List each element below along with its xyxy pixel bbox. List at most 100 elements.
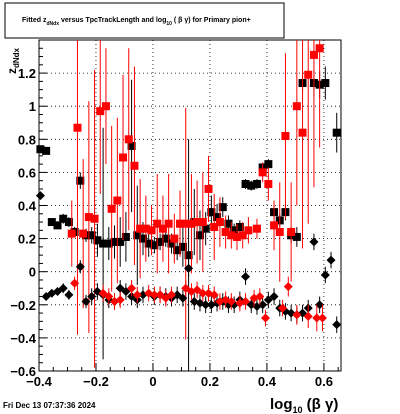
data-point — [241, 272, 251, 282]
data-point — [64, 290, 74, 300]
x-axis-title: log10 (β γ) — [270, 396, 338, 414]
data-point — [76, 176, 85, 185]
data-point — [233, 232, 242, 241]
data-point — [264, 160, 273, 169]
axis-ticks: −0.4 −0.2 0 0.2 0.4 0.6−0.6−0.4−0.200.20.40.6… — [10, 39, 339, 389]
data-point — [110, 237, 119, 246]
data-point — [155, 290, 165, 300]
data-point — [132, 290, 142, 300]
data-point — [164, 219, 173, 228]
data-point — [136, 224, 145, 233]
y-tick-label: 0.4 — [18, 199, 37, 214]
data-point — [70, 278, 80, 288]
data-point — [255, 292, 265, 302]
timestamp-footer: Fri Dec 13 07:37:36 2024 — [3, 401, 96, 410]
data-point — [150, 241, 159, 250]
data-point — [99, 239, 108, 248]
data-point — [167, 239, 176, 248]
data-point — [115, 283, 125, 293]
x-tick-label: 0.6 — [315, 374, 333, 389]
data-point — [53, 287, 63, 297]
data-series — [35, 40, 342, 371]
data-point — [184, 263, 194, 273]
data-point — [42, 146, 51, 155]
data-point — [133, 231, 142, 240]
data-point — [121, 287, 131, 297]
data-point — [119, 153, 128, 162]
data-point — [192, 285, 202, 295]
data-point — [127, 283, 137, 293]
data-point — [90, 214, 99, 223]
data-point — [235, 223, 244, 232]
data-point — [218, 203, 227, 212]
data-point — [326, 255, 336, 265]
data-point — [156, 237, 165, 246]
data-point — [332, 128, 341, 137]
data-point — [315, 44, 324, 53]
series-3 — [70, 276, 327, 332]
data-point — [113, 196, 122, 205]
data-point — [292, 310, 302, 320]
data-point — [270, 221, 279, 230]
data-point — [53, 221, 62, 230]
data-point — [241, 296, 251, 306]
data-point — [41, 292, 51, 302]
data-point — [153, 219, 162, 228]
data-point — [64, 218, 73, 227]
x-tick-label: 0.4 — [258, 374, 277, 389]
data-point — [116, 237, 125, 246]
x-tick-label: −0.2 — [83, 374, 109, 389]
data-point — [87, 231, 96, 240]
data-point — [241, 179, 250, 188]
data-point — [138, 234, 147, 243]
data-point — [73, 123, 82, 132]
y-tick-label: 0.6 — [18, 165, 36, 180]
data-point — [178, 293, 188, 303]
data-point — [204, 184, 213, 193]
y-tick-label: 0.2 — [18, 232, 36, 247]
data-point — [263, 295, 273, 305]
data-point — [84, 213, 93, 222]
data-point — [287, 227, 296, 236]
data-point — [172, 290, 182, 300]
data-point — [281, 131, 290, 140]
data-point — [298, 128, 307, 137]
data-point — [209, 290, 219, 300]
data-point — [81, 296, 91, 306]
data-point — [173, 246, 182, 255]
data-point — [176, 219, 185, 228]
data-point — [115, 295, 125, 305]
data-point — [35, 191, 45, 201]
data-point — [201, 300, 211, 310]
data-point — [215, 218, 224, 227]
data-point — [96, 107, 105, 116]
y-tick-label: −0.2 — [10, 298, 36, 313]
data-point — [107, 204, 116, 213]
data-point — [104, 239, 113, 248]
data-point — [79, 229, 88, 238]
data-point — [166, 290, 176, 300]
data-point — [161, 234, 170, 243]
data-point — [292, 232, 301, 241]
data-point — [149, 290, 159, 300]
data-point — [258, 168, 267, 177]
data-point — [309, 237, 319, 247]
grid — [38, 40, 341, 372]
data-point — [75, 262, 85, 272]
data-point — [144, 239, 153, 248]
data-point — [47, 218, 56, 227]
data-point — [261, 313, 270, 323]
y-tick-label: 0 — [29, 265, 36, 280]
title-box: Fitted zdNdx versus TpcTrackLength and l… — [4, 2, 285, 39]
data-point — [332, 320, 342, 330]
data-point — [230, 226, 239, 235]
data-point — [127, 141, 136, 150]
data-point — [101, 102, 110, 111]
data-point — [221, 227, 230, 236]
data-point — [226, 296, 236, 306]
y-tick-label: 1.2 — [18, 66, 36, 81]
data-point — [258, 300, 268, 310]
data-point — [317, 313, 327, 323]
data-point — [193, 218, 202, 227]
data-point — [315, 300, 325, 310]
